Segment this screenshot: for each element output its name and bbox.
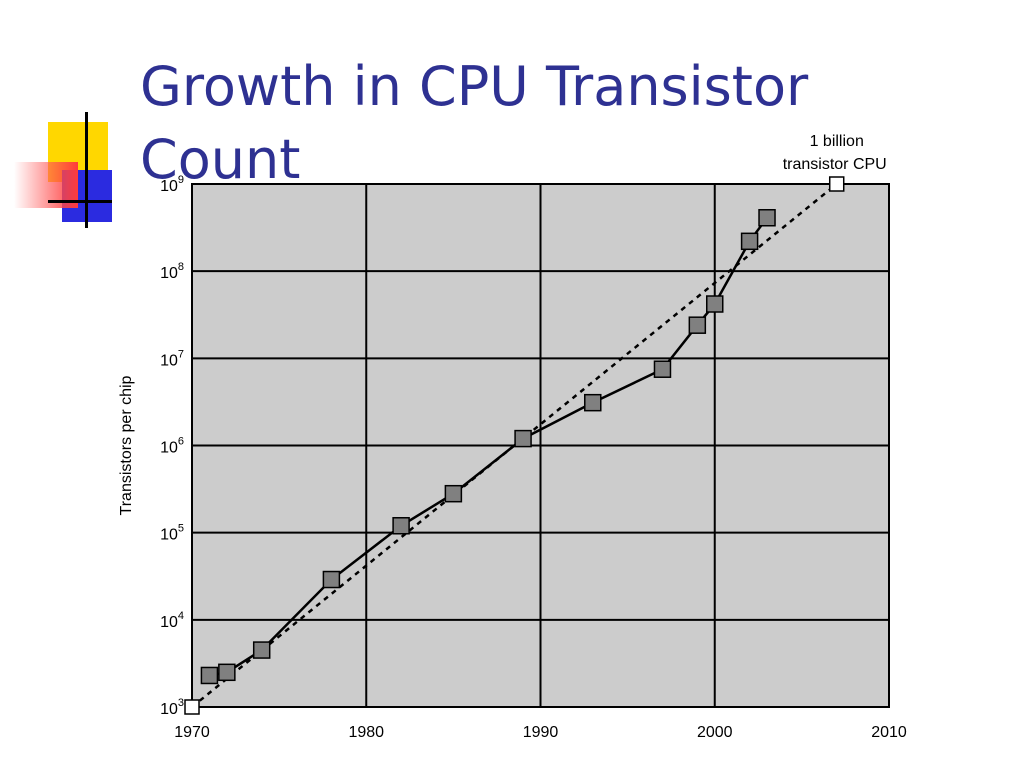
cpu-data-point xyxy=(653,360,672,378)
x-tick-label: 2010 xyxy=(871,724,907,741)
slide-title: Growth in CPU Transistor Count xyxy=(140,50,900,196)
x-tick-label: 1990 xyxy=(523,724,559,741)
cpu-data-point xyxy=(758,209,776,227)
slide-title-line2: Count xyxy=(140,128,301,191)
y-tick-label: 103 xyxy=(160,697,184,718)
y-tick-labels: 103 104 105 106 107 108 109 xyxy=(160,174,184,718)
cpu-data-point xyxy=(444,484,463,503)
trend-endpoint-marker xyxy=(828,176,845,192)
y-tick-label: 104 xyxy=(160,610,184,631)
cpu-data-point xyxy=(514,429,532,448)
billion-label-line2: transistor CPU xyxy=(783,156,887,173)
y-tick-label: 109 xyxy=(160,174,184,195)
y-tick-label: 107 xyxy=(160,348,184,369)
cpu-data-point xyxy=(688,316,707,334)
grid-lines xyxy=(192,184,889,707)
deco-vertical-line xyxy=(85,112,88,228)
billion-label: 1 billion transistor CPU xyxy=(783,133,887,173)
y-axis-label: Transistors per chip xyxy=(118,375,135,515)
y-tick-label: 105 xyxy=(160,523,184,544)
x-tick-label: 1980 xyxy=(348,724,384,741)
billion-label-line1: 1 billion xyxy=(810,133,864,150)
cpu-data-series xyxy=(200,209,776,685)
deco-horizontal-line xyxy=(48,200,112,203)
y-tick-label: 106 xyxy=(160,436,184,457)
cpu-data-point xyxy=(218,663,236,682)
x-tick-label: 1970 xyxy=(174,724,210,741)
cpu-data-point xyxy=(200,666,219,685)
cpu-data-point xyxy=(252,641,271,659)
trend-line xyxy=(191,183,838,708)
cpu-data-point xyxy=(584,393,602,412)
x-tick-label: 2000 xyxy=(697,724,733,741)
trend-line-series xyxy=(184,176,845,715)
y-tick-label: 108 xyxy=(160,261,184,282)
x-tick-labels: 1970 1980 1990 2000 2010 xyxy=(174,724,907,741)
cpu-data-point xyxy=(740,232,759,251)
cpu-data-point xyxy=(322,570,341,589)
cpu-data-point xyxy=(392,517,410,535)
trend-endpoint-marker xyxy=(184,699,200,715)
cpu-data-point xyxy=(706,295,724,313)
slide-title-line1: Growth in CPU Transistor xyxy=(140,55,809,118)
